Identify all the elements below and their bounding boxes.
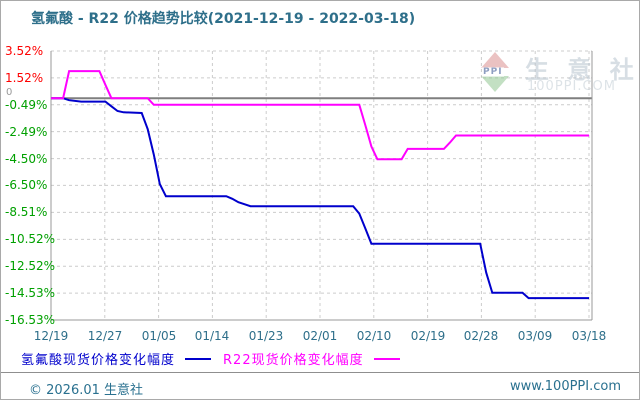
- legend-line-sample-hydrofluoric-acid: [185, 357, 212, 360]
- legend-label-r22: R22现货价格变化幅度: [223, 353, 364, 368]
- x-tick-label: 01/14: [194, 329, 230, 343]
- x-tick-label: 01/05: [141, 329, 177, 343]
- x-tick-label: 03/09: [517, 329, 553, 343]
- y-tick-label: -4.50%: [5, 152, 48, 166]
- y-tick-label: -0.49%: [5, 98, 48, 112]
- logo-triangle-down-icon: [481, 76, 509, 92]
- y-tick-label: -14.53%: [5, 286, 56, 300]
- watermark-brand-text: 生 意 社: [525, 56, 639, 84]
- x-tick-label: 01/23: [248, 329, 284, 343]
- chart-legend: 氢氟酸现货价格变化幅度 R22现货价格变化幅度: [21, 349, 412, 368]
- x-tick-label: 02/28: [463, 329, 499, 343]
- watermark-site-text: 100PPI.COM: [527, 79, 616, 94]
- y-tick-label: 1.52%: [5, 71, 44, 85]
- x-tick-label: 02/10: [356, 329, 392, 343]
- watermark: PPI 生 意 社 100PPI.COM: [479, 50, 639, 100]
- logo-ppi-text: PPI: [482, 67, 504, 77]
- legend-label-hydrofluoric-acid: 氢氟酸现货价格变化幅度: [21, 353, 176, 368]
- y-tick-label: -8.51%: [5, 205, 48, 219]
- footer-site-link[interactable]: www.100PPI.com: [509, 379, 621, 394]
- legend-line-sample-r22: [373, 357, 400, 360]
- x-tick-label: 02/19: [410, 329, 446, 343]
- logo-triangle-up-icon: [481, 52, 509, 68]
- footer-copyright: © 2026.01 生意社: [29, 383, 144, 398]
- y-zero-label: 0: [6, 87, 13, 98]
- y-tick-label: -10.52%: [5, 232, 56, 246]
- y-tick-label: -6.50%: [5, 178, 48, 192]
- watermark-logo: PPI: [481, 52, 511, 96]
- x-tick-label: 12/27: [87, 329, 123, 343]
- y-tick-label: -2.49%: [5, 125, 48, 139]
- series-line-hydrofluoric-acid: [51, 97, 589, 300]
- x-tick-label: 03/18: [571, 329, 607, 343]
- series-line-r22: [51, 70, 589, 161]
- y-tick-label: -12.52%: [5, 259, 56, 273]
- y-tick-label: 3.52%: [5, 44, 44, 58]
- chart-title: 氢氟酸 - R22 价格趋势比较(2021-12-19 - 2022-03-18…: [31, 11, 416, 27]
- y-tick-label: -16.53%: [5, 313, 56, 327]
- x-tick-label: 02/01: [302, 329, 338, 343]
- footer-bar: © 2026.01 生意社 www.100PPI.com: [1, 372, 639, 399]
- x-tick-label: 12/19: [33, 329, 69, 343]
